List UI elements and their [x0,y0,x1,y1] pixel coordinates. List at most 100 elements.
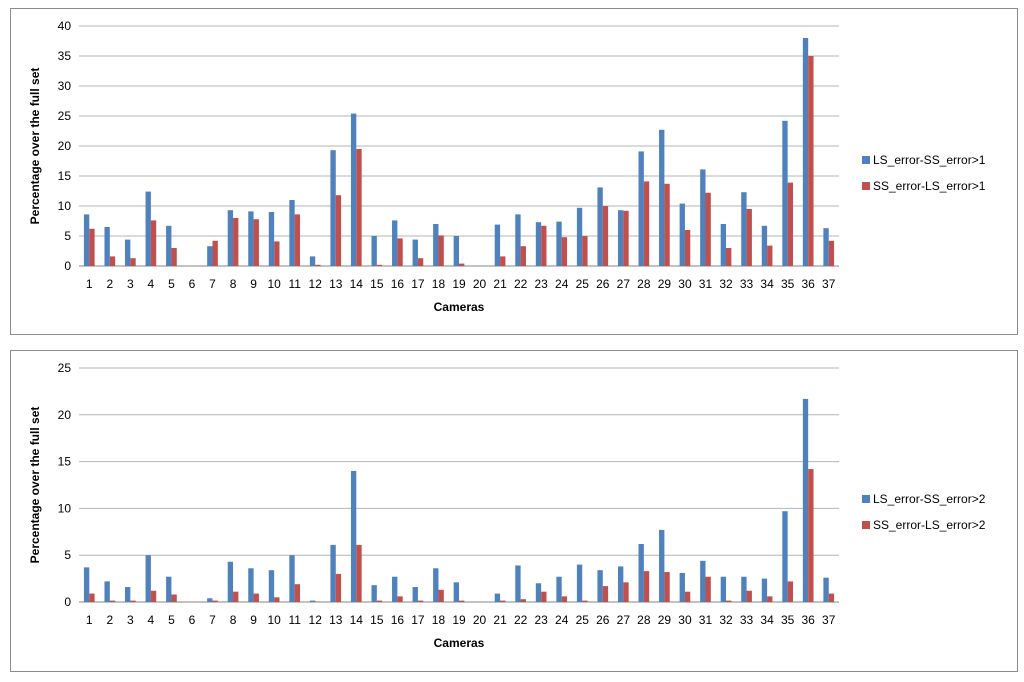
bar-series-1 [700,169,706,266]
x-tick-label: 22 [514,277,528,291]
x-tick-label: 9 [250,277,257,291]
bar-series-1 [494,593,501,602]
x-tick-label: 26 [596,613,610,627]
bar-series-2 [746,590,752,602]
x-tick-label: 29 [658,277,672,291]
x-tick-label: 19 [452,613,466,627]
bar-series-2 [520,246,526,266]
bar-series-2 [171,248,177,266]
x-tick-label: 6 [189,613,196,627]
x-tick-label: 20 [473,613,487,627]
bar-series-1 [289,555,295,602]
y-tick-label: 25 [58,361,72,375]
chart-panel-top: 0 5 10 15 20 25 30 35 40 1 2 3 4 5 6 7 8 9 10 11 12 13 14 15 16 1… [10,8,1018,335]
bar-series-2 [315,264,321,266]
bar-series-1 [350,113,357,266]
bar-series-1 [802,398,809,602]
bar-series-1 [433,568,439,602]
bar-series-1 [227,561,234,602]
x-tick-label: 13 [329,613,343,627]
bar-series-1 [494,224,501,266]
bar-series-1 [659,529,665,602]
x-tick-label: 6 [189,277,196,291]
bar-series-1 [248,568,254,602]
bar-series-2 [109,600,116,602]
bar-series-2 [767,245,773,266]
bar-series-1 [145,191,151,266]
bar-series-1 [823,228,829,266]
bar-series-1 [802,38,809,266]
x-tick-label: 3 [127,613,134,627]
bar-series-2 [212,240,218,266]
x-tick-label: 23 [534,613,548,627]
bar-series-1 [227,210,234,266]
y-tick-label: 0 [64,259,71,273]
x-tick-label: 4 [148,613,155,627]
x-tick-label: 5 [168,277,175,291]
x-tick-label: 14 [350,277,364,291]
x-tick-label: 29 [658,613,672,627]
x-tick-label: 19 [452,277,466,291]
x-tick-label: 24 [555,277,569,291]
bar-series-2 [500,600,506,602]
bar-series-1 [330,150,336,266]
bar-series-2 [459,263,465,266]
bar-series-1 [515,565,521,602]
x-tick-label: 12 [309,277,323,291]
y-tick-label: 10 [58,501,72,515]
bar-series-2 [438,589,444,602]
bar-series-1 [268,570,275,602]
bar-series-1 [638,151,644,266]
bar-series-1 [679,203,685,266]
bar-series-2 [397,596,403,602]
x-tick-label: 32 [719,613,733,627]
x-tick-label: 7 [209,277,216,291]
bar-series-2 [582,236,588,266]
bar-series-2 [643,571,650,602]
x-tick-label: 10 [267,613,281,627]
bar-series-1 [104,227,110,266]
bar-series-1 [453,582,459,602]
bar-series-2 [397,238,403,266]
y-tick-label: 35 [58,49,72,63]
bar-series-1 [453,236,459,266]
x-tick-label: 25 [576,613,590,627]
x-tick-label: 28 [637,613,651,627]
x-tick-label: 25 [576,277,590,291]
bar-series-1 [782,120,788,266]
x-tick-label: 16 [391,277,405,291]
bar-series-2 [664,183,670,266]
bar-series-2 [787,182,793,266]
x-tick-label: 30 [678,613,692,627]
bar-series-2 [767,596,773,602]
bar-series-2 [376,600,383,602]
bar-series-2 [130,258,136,266]
bar-series-2 [150,220,157,266]
bar-series-2 [643,181,650,266]
bar-series-2 [582,600,588,602]
y-tick-label: 40 [58,19,72,33]
bar-series-1 [83,567,90,602]
bar-series-2 [541,225,547,266]
legend-label: SS_error-LS_error>1 [873,179,986,193]
y-tick-label: 5 [64,548,71,562]
bar-series-1 [433,224,439,266]
x-tick-label: 2 [106,613,113,627]
bar-series-1 [515,214,521,266]
bar-series-2 [89,228,95,266]
x-tick-label: 11 [288,613,301,627]
bar-series-1 [576,564,583,602]
x-tick-label: 37 [822,613,836,627]
bar-series-1 [83,214,90,266]
bar-series-2 [787,581,793,602]
bar-series-1 [741,576,747,602]
x-tick-label: 36 [802,613,816,627]
bar-series-2 [171,594,177,602]
x-tick-label: 2 [106,277,113,291]
x-tick-label: 11 [288,277,301,291]
bar-series-2 [623,210,629,266]
bar-series-1 [679,572,685,602]
bar-series-2 [726,600,732,602]
bar-series-2 [623,582,629,602]
